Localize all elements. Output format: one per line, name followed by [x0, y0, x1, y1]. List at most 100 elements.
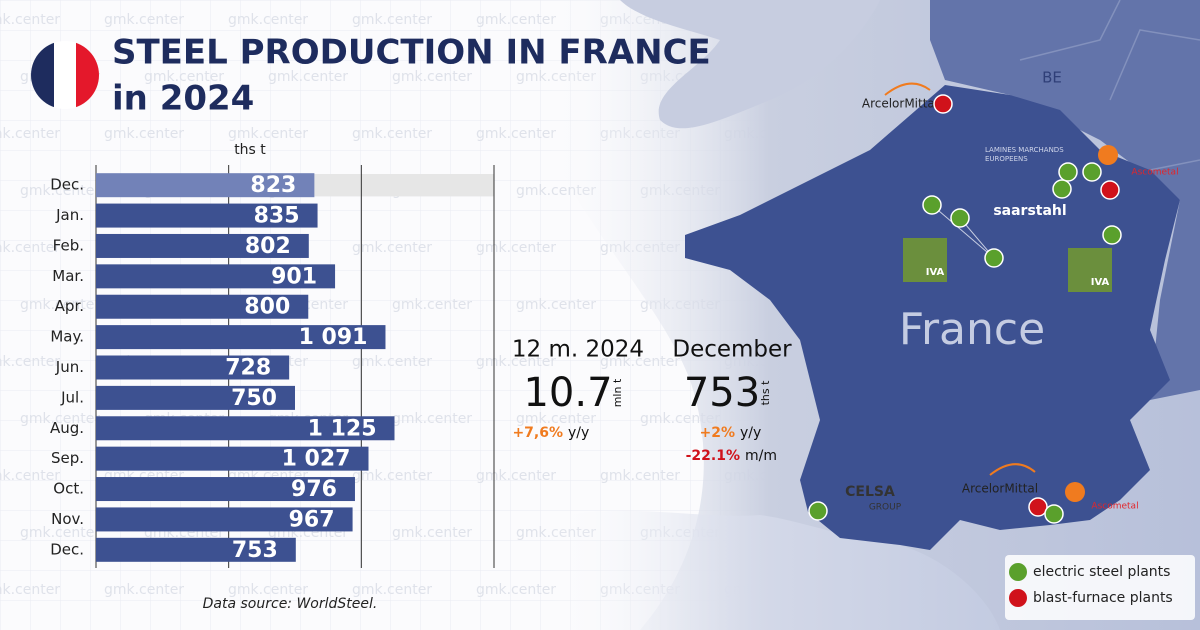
stat-change: -22.1%: [686, 448, 740, 464]
watermark: gmk.center: [0, 126, 60, 142]
company-logo: CELSA: [845, 484, 895, 500]
bar: [96, 446, 369, 471]
bar: [96, 325, 386, 350]
value-label: 976: [291, 477, 337, 502]
watermark: gmk.center: [104, 12, 184, 28]
y-tick-label: Dec.: [50, 176, 84, 194]
watermark: gmk.center: [352, 126, 432, 142]
watermark: gmk.center: [600, 468, 680, 484]
watermark: gmk.center: [0, 12, 60, 28]
stat-value: 10.7: [523, 370, 612, 416]
electric-plant: [1052, 179, 1072, 199]
company-logo-text: LAMINES MARCHANDS EUROPEENS: [985, 146, 1064, 163]
stat-change-label: m/m: [745, 448, 777, 464]
logo-icon: [903, 238, 947, 282]
blast-furnace-plant: [1100, 180, 1120, 200]
watermark: gmk.center: [476, 468, 556, 484]
y-tick-label: Jun.: [55, 358, 84, 376]
plants: [808, 94, 1122, 524]
value-label: 1 091: [299, 325, 368, 350]
watermark: gmk.center: [352, 468, 432, 484]
legend-marker: [1009, 589, 1027, 607]
value-label: 967: [289, 507, 335, 532]
neighbors: [930, 0, 1200, 400]
bar: [96, 385, 295, 410]
watermark: gmk.center: [352, 354, 432, 370]
electric-plant: [1082, 162, 1102, 182]
country-label: BE: [1042, 69, 1062, 87]
borders: [1019, 0, 1200, 171]
watermark: gmk.center: [20, 525, 100, 541]
bar: [96, 416, 395, 441]
electric-plant: [984, 248, 1004, 268]
watermark: gmk.center: [392, 297, 472, 313]
bar: [96, 477, 355, 502]
watermark: gmk.center: [476, 240, 556, 256]
watermark: gmk.center: [228, 126, 308, 142]
bar: [96, 355, 290, 380]
watermark: gmk.center: [0, 582, 60, 598]
title: STEEL PRODUCTION IN FRANCE: [112, 33, 711, 73]
bar: [96, 173, 315, 198]
logo-icon: [1068, 248, 1112, 292]
watermark: gmk.center: [392, 69, 472, 85]
watermark: gmk.center: [476, 354, 556, 370]
watermark: gmk.center: [20, 183, 100, 199]
spain: [540, 510, 1000, 630]
y-tick-label: Dec.: [50, 540, 84, 558]
value-label: 753: [232, 538, 278, 563]
legend-marker: [1009, 563, 1027, 581]
logo-icon: [1065, 482, 1085, 502]
bar: [96, 294, 309, 319]
watermark: gmk.center: [228, 12, 308, 28]
y-tick-label: Sep.: [51, 449, 84, 467]
watermark: gmk.center: [268, 69, 348, 85]
country-label: France: [899, 304, 1045, 355]
source: Data source: WorldSteel.: [203, 596, 378, 612]
company-logo: LAMINES MARCHANDS EUROPEENS: [985, 146, 1064, 163]
company-logo: ArcelorMittal: [862, 97, 938, 111]
legend-label: blast-furnace plants: [1033, 590, 1173, 606]
y-tick-label: Jul.: [60, 388, 84, 406]
watermark: gmk.center: [0, 468, 60, 484]
watermark: gmk.center: [476, 12, 556, 28]
electric-plant: [922, 195, 942, 215]
stat-period: 12 m. 2024: [512, 337, 644, 363]
watermark: gmk.center: [600, 354, 680, 370]
watermark: gmk.center: [516, 297, 596, 313]
bar: [96, 264, 336, 289]
legend-label: electric steel plants: [1033, 564, 1170, 580]
y-tick-label: Feb.: [53, 236, 84, 254]
logo-arc: [884, 82, 931, 96]
bar-chart: Dec. 823 Jan. 835 Feb. 802 Mar. 901 Apr. 800 May. 1…: [50, 165, 495, 568]
logo-icon: [1098, 145, 1118, 165]
watermark: gmk.center: [476, 126, 556, 142]
watermark: gmk.center: [516, 411, 596, 427]
watermark: gmk.center: [476, 582, 556, 598]
watermark: gmk.center: [104, 126, 184, 142]
stat-period: December: [672, 337, 792, 363]
company-logo: IVA: [926, 267, 945, 278]
electric-plant: [1044, 504, 1064, 524]
electric-plant: [950, 208, 970, 228]
logo-arc: [989, 463, 1036, 476]
watermark: gmk.center: [144, 69, 224, 85]
company-logo: IVA: [1091, 277, 1110, 288]
watermark: gmk.center: [352, 12, 432, 28]
uk: [620, 0, 880, 129]
stats: 12 m. 2024 10.7 mln t +7,6% y/y December…: [512, 337, 792, 465]
watermark: gmk.center: [352, 582, 432, 598]
electric-plant: [1102, 225, 1122, 245]
watermark: gmk.center: [392, 411, 472, 427]
france: [685, 85, 1180, 550]
watermark: gmk.center: [228, 582, 308, 598]
watermark: gmk.center: [104, 582, 184, 598]
company-logo: Ascometal: [1091, 502, 1138, 512]
flag: [31, 41, 99, 109]
company-logo: GROUP: [869, 503, 902, 513]
value-label: 835: [254, 204, 300, 229]
watermark: gmk.center: [20, 297, 100, 313]
watermark: gmk.center: [0, 354, 60, 370]
value-label: 823: [250, 173, 296, 198]
